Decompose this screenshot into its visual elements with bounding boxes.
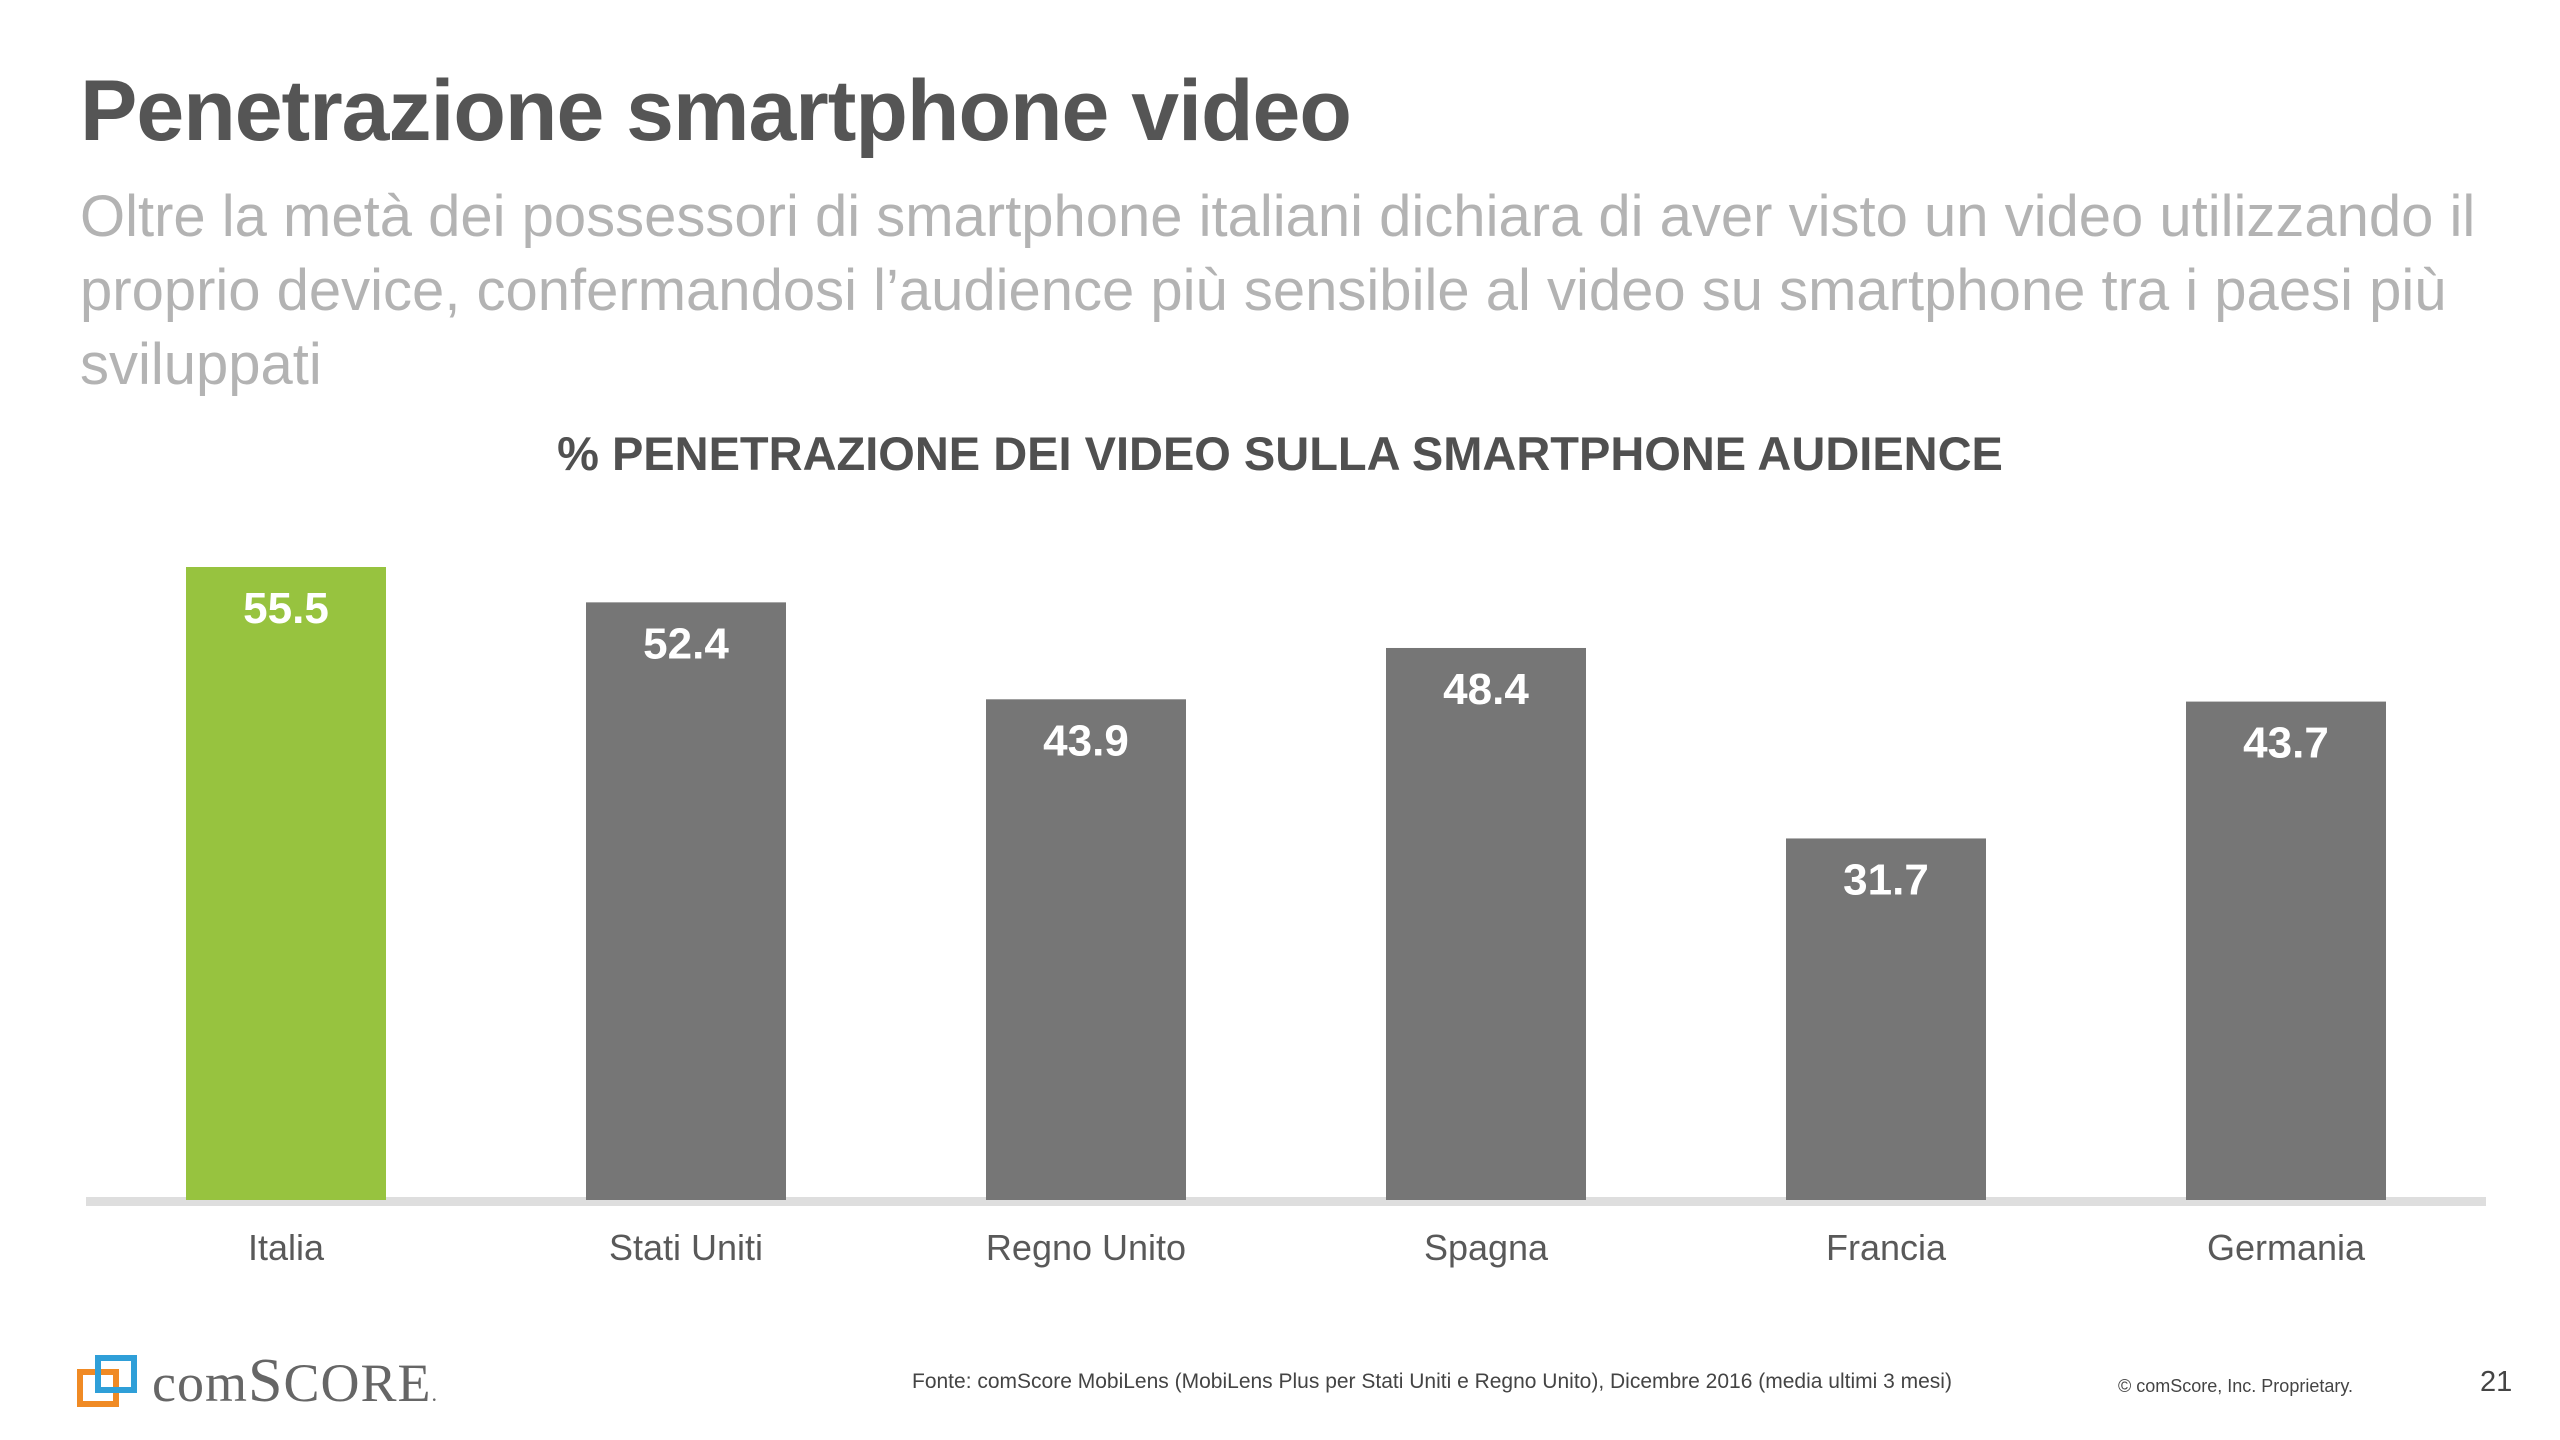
page-title: Penetrazione smartphone video xyxy=(80,63,1352,159)
page-subtitle: Oltre la metà dei possessori di smartpho… xyxy=(80,184,2476,397)
bar-regno-unito xyxy=(986,699,1186,1200)
copyright-note: © comScore, Inc. Proprietary. xyxy=(2118,1376,2354,1396)
category-label: Francia xyxy=(1826,1227,1947,1268)
bar-value-label: 52.4 xyxy=(643,619,729,668)
x-axis-baseline xyxy=(86,1197,2486,1206)
bar-value-label: 48.4 xyxy=(1443,665,1529,714)
comscore-logo: comSCORE. xyxy=(76,1346,438,1417)
page-number: 21 xyxy=(2480,1366,2513,1398)
category-label: Italia xyxy=(248,1227,325,1268)
source-note: Fonte: comScore MobiLens (MobiLens Plus … xyxy=(912,1370,1952,1393)
bar-spagna xyxy=(1386,647,1586,1200)
bar-value-label: 43.9 xyxy=(1043,716,1129,765)
bar-stati-uniti xyxy=(586,602,786,1200)
category-label: Spagna xyxy=(1424,1227,1549,1268)
category-label: Regno Unito xyxy=(986,1227,1186,1268)
chart-title: % PENETRAZIONE DEI VIDEO SULLA SMARTPHON… xyxy=(557,427,2003,480)
category-label: Stati Uniti xyxy=(609,1227,763,1268)
bar-germania xyxy=(2186,701,2386,1200)
bar-francia xyxy=(1786,838,1986,1200)
comscore-logo-text: comSCORE. xyxy=(152,1347,438,1415)
bar-italia xyxy=(186,567,386,1200)
comscore-logo-icon xyxy=(77,1354,137,1407)
bar-value-label: 55.5 xyxy=(243,584,329,633)
category-label: Germania xyxy=(2207,1227,2366,1268)
bar-value-label: 31.7 xyxy=(1843,855,1929,904)
bar-value-label: 43.7 xyxy=(2243,719,2329,768)
